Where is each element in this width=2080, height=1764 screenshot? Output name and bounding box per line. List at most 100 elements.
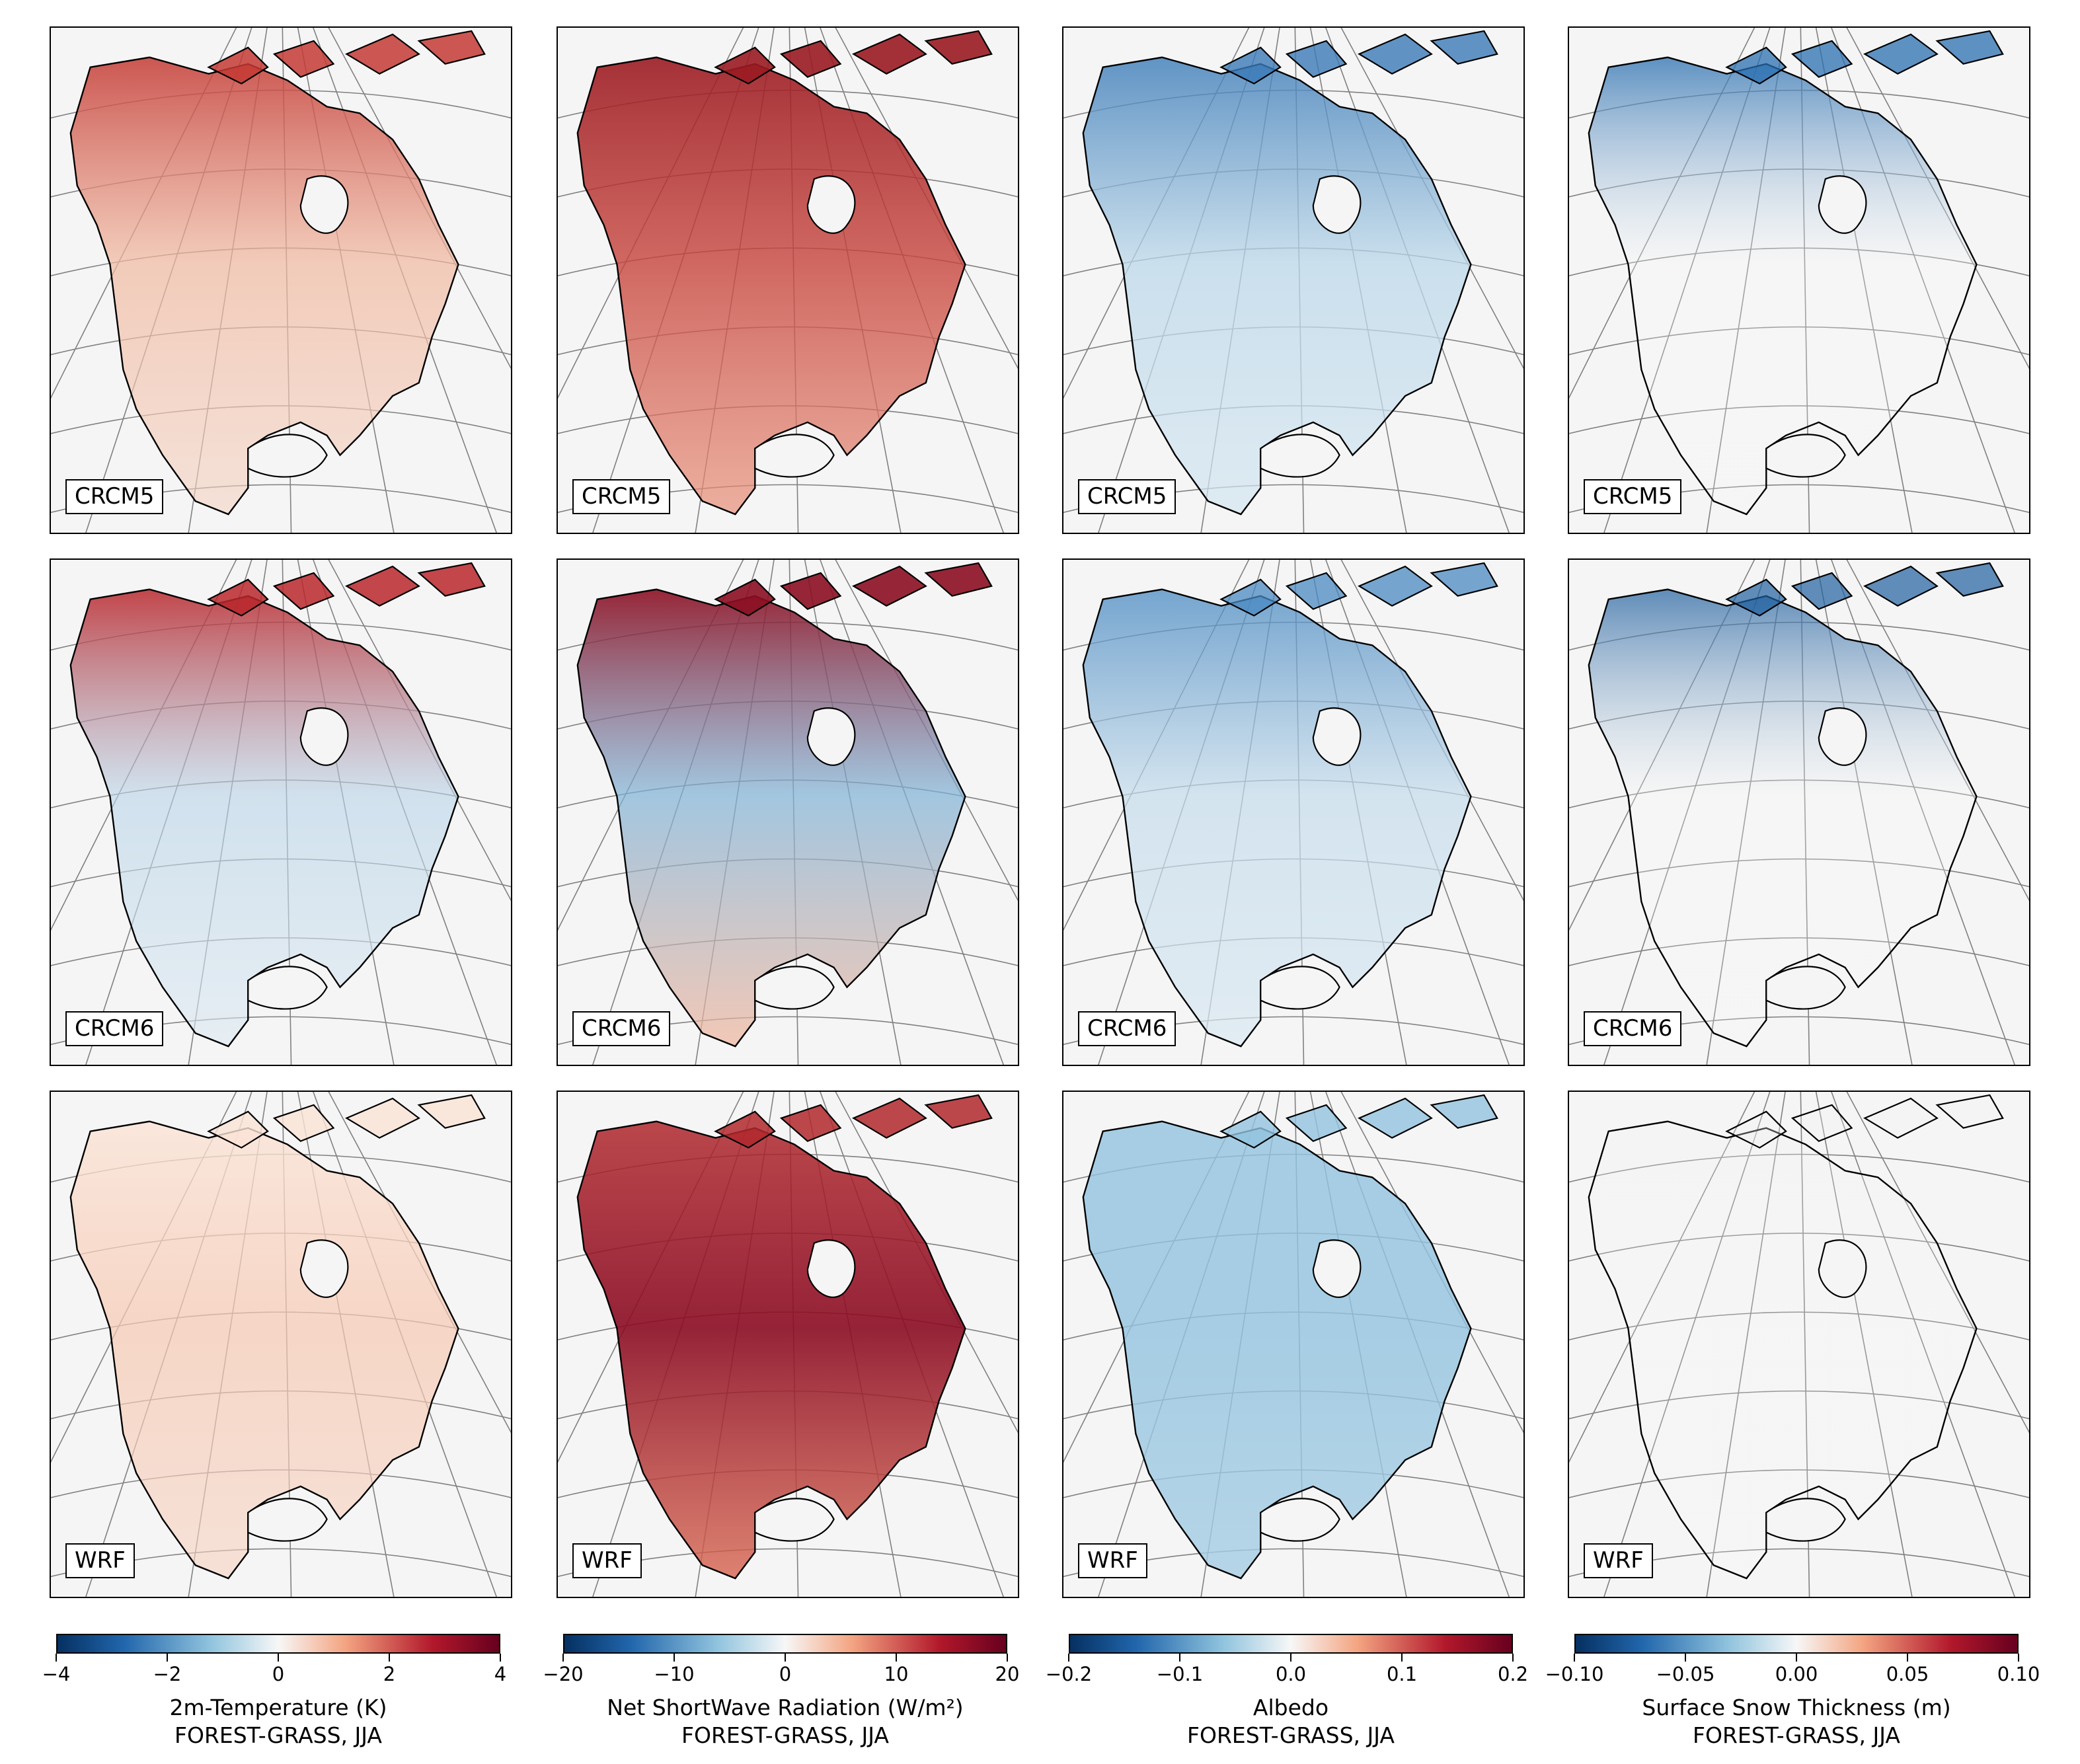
hudson-bay [806,1239,856,1298]
colorbar-tick-label: 4 [494,1663,507,1685]
island [714,46,776,85]
hudson-bay [1312,707,1362,766]
model-label: CRCM5 [65,479,164,514]
island [852,1097,927,1139]
island [1791,1104,1853,1142]
map-svg [558,28,1018,533]
island [924,30,993,65]
island [417,30,486,65]
island [852,33,927,75]
colorbar-tick [1796,1654,1797,1662]
colorbar-3 [1069,1634,1513,1654]
island [779,572,842,610]
colorbar-tick-label: 20 [995,1663,1020,1685]
model-label: WRF [572,1543,642,1578]
island [1219,46,1282,85]
gulf-of-mexico [247,966,328,1010]
colorbar-subtitle: FOREST-GRASS, JJA [174,1722,382,1748]
island [345,565,420,607]
colorbar-tick-label: −10 [654,1663,695,1685]
colorbar-tick [674,1654,675,1662]
model-label: CRCM6 [65,1011,164,1046]
colorbar-tick [167,1654,168,1662]
colorbar-4 [1574,1634,2019,1654]
colorbar-tick-label: −20 [543,1663,584,1685]
gulf-of-mexico [1260,1498,1340,1542]
land-field [576,56,966,516]
colorbar-2 [563,1634,1007,1654]
colorbar-subtitle: FOREST-GRASS, JJA [1693,1722,1900,1748]
map-panel-wrf-2: WRF [557,1091,1019,1598]
colorbar-tick-label: 2 [383,1663,396,1685]
colorbar-title: Albedo [1252,1695,1329,1720]
island [714,1110,776,1149]
model-label: CRCM5 [1584,479,1682,514]
island [272,572,335,610]
land-field [69,1120,459,1580]
land-field [576,1120,966,1580]
island [1219,578,1282,617]
colorbar-tick-label: −4 [42,1663,71,1685]
hudson-bay [1818,175,1867,234]
island [1935,30,2004,65]
land-field [576,588,966,1048]
map-panel-crcm5-4: CRCM5 [1568,26,2030,534]
colorbar-tick [896,1654,897,1662]
island [1430,1094,1498,1129]
island [272,1104,335,1142]
map-panel-crcm6-4: CRCM6 [1568,558,2030,1066]
map-panel-crcm5-2: CRCM5 [557,26,1019,534]
model-label: CRCM5 [1078,479,1176,514]
gulf-of-mexico [754,966,835,1010]
island [1863,33,1939,75]
map-panel-crcm5-3: CRCM5 [1062,26,1525,534]
colorbar-tick-label: 0.1 [1386,1663,1418,1685]
colorbar-tick [1401,1654,1403,1662]
island [1358,565,1433,607]
colorbar-tick [785,1654,786,1662]
island [417,562,486,597]
map-svg [558,560,1018,1065]
island [1935,1094,2004,1129]
model-label: WRF [65,1543,135,1578]
hudson-bay [1818,707,1867,766]
island [924,1094,993,1129]
colorbar-tick [1574,1654,1575,1662]
island [714,578,776,617]
island [1863,1097,1939,1139]
island [417,1094,486,1129]
model-label: CRCM6 [1584,1011,1682,1046]
model-label: WRF [1078,1543,1147,1578]
colorbar-tick-label: 0 [779,1663,792,1685]
map-panel-crcm6-1: CRCM6 [50,558,512,1066]
colorbar-tick [1907,1654,1908,1662]
island [1791,572,1853,610]
colorbar-tick-label: 10 [884,1663,909,1685]
gulf-of-mexico [1765,966,1846,1010]
land-field [1082,56,1472,516]
island [779,40,842,78]
island [1285,1104,1348,1142]
map-svg [51,560,511,1065]
colorbar-tick-label: 0.0 [1275,1663,1307,1685]
island [779,1104,842,1142]
colorbar-tick [1068,1654,1069,1662]
colorbar-tick [1179,1654,1180,1662]
hudson-bay [1312,175,1362,234]
colorbar-tick [2018,1654,2019,1662]
map-svg [51,28,511,533]
model-label: CRCM6 [1078,1011,1176,1046]
colorbar-tick-label: 0.00 [1775,1663,1818,1685]
colorbar-tick [389,1654,390,1662]
model-label: WRF [1584,1543,1653,1578]
gulf-of-mexico [754,1498,835,1542]
colorbar-tick [1290,1654,1291,1662]
island [1285,40,1348,78]
colorbar-tick [56,1654,57,1662]
hudson-bay [299,175,349,234]
island [1725,578,1787,617]
land-field [1588,1120,1978,1580]
map-panel-crcm6-3: CRCM6 [1062,558,1525,1066]
island [1725,46,1787,85]
island [1219,1110,1282,1149]
